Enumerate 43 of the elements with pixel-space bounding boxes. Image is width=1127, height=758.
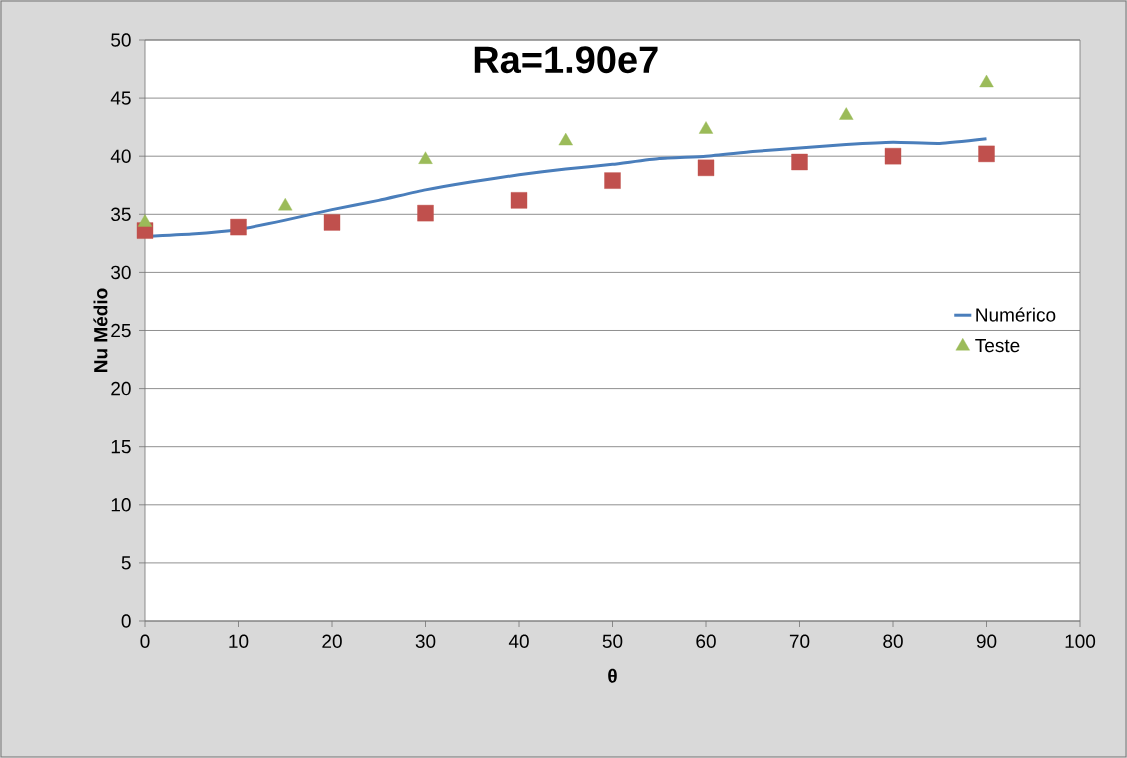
point <box>417 204 434 222</box>
x-tick-label: 40 <box>508 634 529 648</box>
point <box>278 197 293 211</box>
y-tick-label: 50 <box>111 33 131 47</box>
y-tick-label: 40 <box>110 149 131 163</box>
y-tick-label: 20 <box>111 381 131 396</box>
y-tick-label: 35 <box>111 207 131 222</box>
point <box>137 214 153 227</box>
x-tick-label: 60 <box>696 634 716 648</box>
legend-label: Numérico <box>976 307 1056 322</box>
y-tick-label: 25 <box>111 323 131 338</box>
x-tick-label: 50 <box>602 634 623 648</box>
point <box>604 172 621 189</box>
point <box>978 145 995 163</box>
x-axis-title: θ <box>608 668 617 683</box>
x-tick-label: 0 <box>140 634 150 648</box>
x-tick-label: 100 <box>1065 634 1096 648</box>
y-tick-label: 0 <box>121 614 131 628</box>
chart-title: Ra=1.90e7 <box>474 46 658 74</box>
x-tick-label: 30 <box>415 634 436 648</box>
point <box>558 132 573 146</box>
point <box>698 121 714 134</box>
point <box>418 151 433 164</box>
point <box>230 218 247 236</box>
point <box>839 107 854 120</box>
y-tick-label: 30 <box>111 265 131 280</box>
x-tick-label: 10 <box>229 634 249 648</box>
y-tick-label: 10 <box>111 498 131 512</box>
y-tick-label: 15 <box>111 440 131 454</box>
y-axis-title: Nu Médio <box>93 288 108 372</box>
x-tick-label: 90 <box>976 634 997 648</box>
point <box>323 214 341 231</box>
point <box>791 153 808 171</box>
point <box>979 74 994 88</box>
y-tick-label: 5 <box>121 556 131 570</box>
x-tick-label: 70 <box>789 634 810 648</box>
legend-label: Teste <box>975 338 1020 353</box>
x-tick-label: 80 <box>883 634 903 648</box>
point <box>697 159 715 177</box>
point <box>884 148 902 165</box>
point <box>510 192 528 209</box>
x-tick-label: 20 <box>322 634 342 648</box>
y-tick-label: 45 <box>110 91 131 105</box>
